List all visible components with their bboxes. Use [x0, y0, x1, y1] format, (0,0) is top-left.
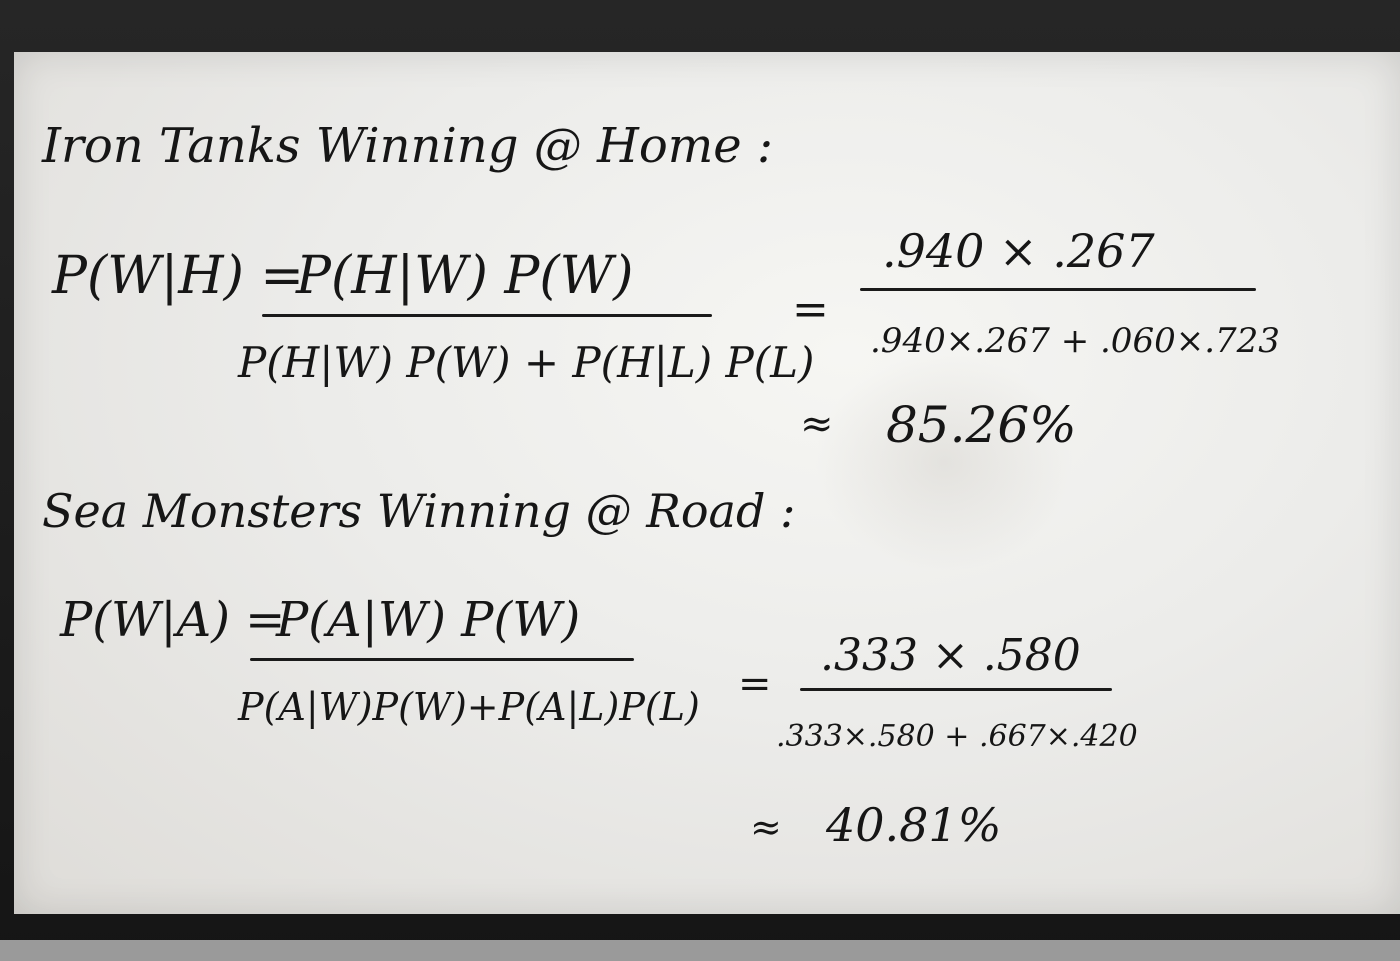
iron-tanks-calc-numerator: .940 × .267 — [882, 224, 1155, 278]
sea-monsters-heading: Sea Monsters Winning @ Road : — [42, 484, 796, 538]
iron-tanks-equals: = — [792, 284, 829, 335]
sea-monsters-calc-numerator: .333 × .580 — [820, 630, 1081, 681]
iron-tanks-formula-fraction-bar — [262, 314, 712, 317]
iron-tanks-approx-sign: ≈ — [800, 401, 834, 447]
sea-monsters-approx-sign: ≈ — [750, 805, 782, 849]
whiteboard: Iron Tanks Winning @ Home : P(W|H) = P(H… — [14, 52, 1400, 914]
iron-tanks-formula-numerator: P(H|W) P(W) — [296, 246, 634, 306]
iron-tanks-calc-denominator: .940×.267 + .060×.723 — [870, 321, 1280, 361]
sea-monsters-calc-denominator: .333×.580 + .667×.420 — [776, 719, 1138, 754]
sea-monsters-equals: = — [738, 661, 772, 707]
iron-tanks-formula-lhs: P(W|H) = — [52, 246, 304, 306]
sea-monsters-formula-numerator: P(A|W) P(W) — [276, 592, 581, 648]
sea-monsters-formula-fraction-bar — [250, 658, 634, 661]
iron-tanks-calc-fraction-bar — [860, 288, 1256, 291]
iron-tanks-heading: Iron Tanks Winning @ Home : — [42, 118, 774, 174]
wall-below-board — [0, 940, 1400, 961]
sea-monsters-calc-fraction-bar — [800, 688, 1112, 691]
iron-tanks-formula-denominator: P(H|W) P(W) + P(H|L) P(L) — [238, 338, 815, 387]
light-reflection — [814, 352, 1074, 572]
sea-monsters-formula-lhs: P(W|A) = — [60, 592, 286, 648]
sea-monsters-result: 40.81% — [826, 798, 1002, 852]
iron-tanks-result: 85.26% — [886, 396, 1077, 454]
sea-monsters-formula-denominator: P(A|W)P(W)+P(A|L)P(L) — [238, 685, 700, 729]
